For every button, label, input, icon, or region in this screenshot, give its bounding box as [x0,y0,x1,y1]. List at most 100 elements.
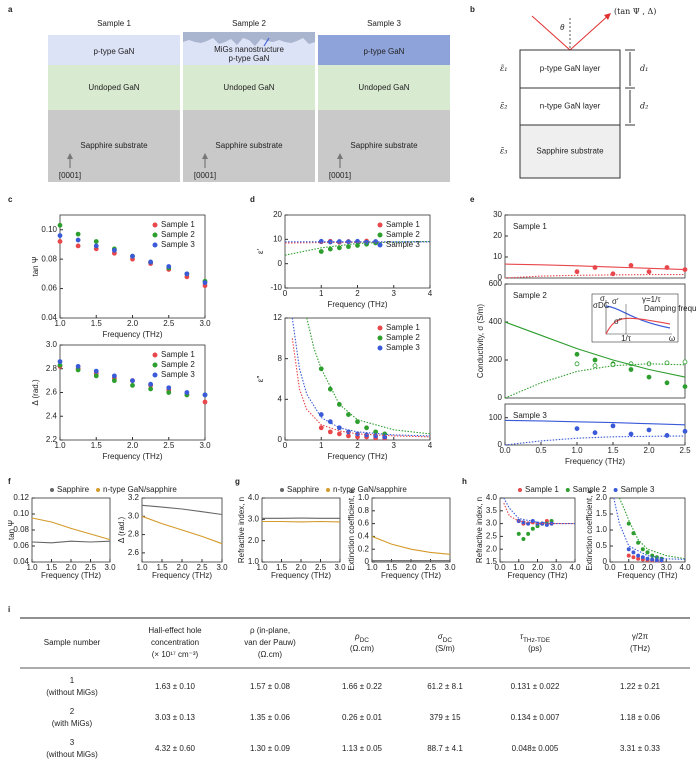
legend-label: Sample 1 [525,485,559,494]
table-header: τTHz-TDE [520,632,551,644]
table-cell: 88.7 ± 4.1 [427,744,463,753]
x-axis-label: Frequency (THz) [102,452,162,461]
data-point [664,433,670,438]
plot-frame [31,497,111,563]
y-tick-label: 20 [273,210,282,219]
data-point [148,386,154,392]
x-tick-label: 1.0 [54,441,66,450]
legend-label: Sample 1 [161,220,195,229]
table-header: van der Pauw) [244,638,296,647]
table-header: γ/2π [632,632,649,641]
data-point [318,425,324,431]
sample-title: Sample 2 [232,19,266,28]
y-tick-label: 30 [493,210,502,219]
y-tick-label: 0.6 [358,519,370,528]
legend-label: Sapphire [57,485,90,494]
data-point [327,429,333,435]
x-tick-label: 0.0 [494,563,506,572]
table-cell: 3.31 ± 0.33 [620,744,661,753]
x-tick-label: 2.0 [405,563,417,572]
x-tick-label: 1.5 [91,319,103,328]
layer-label: p-type GaN [229,54,270,63]
y-tick-label: 2.8 [128,530,140,539]
y-tick-label: 0 [498,273,503,282]
layer-label: Sapphire substrate [536,147,604,156]
table-cell: 1.66 ± 0.22 [342,682,383,691]
panel-label: d [250,195,255,204]
y-tick-label: 20 [493,231,502,240]
y-tick-label: 0.2 [358,544,370,553]
x-axis-label: Frequency (THz) [41,571,101,580]
x-tick-label: 3.0 [661,563,673,572]
ray-head [604,13,611,20]
data-point [516,531,521,536]
legend-marker [152,232,158,238]
data-line [504,363,686,399]
x-tick-label: 1.0 [623,563,635,572]
y-tick-label: 0.12 [13,493,29,502]
layer-label: Undoped GaN [358,83,409,92]
data-line [141,515,223,545]
legend-marker [152,352,158,358]
x-tick-label: 1.0 [54,319,66,328]
legend-label: n-type GaN/sapphire [103,485,177,494]
y-axis-label: Conductivity, σ (S/m) [476,304,485,378]
data-point [364,425,369,431]
x-tick-label: 0 [283,289,288,298]
data-point [75,231,81,237]
y-tick-label: 4 [278,394,283,403]
layer-label: Sapphire substrate [350,141,418,150]
x-tick-label: 2.0 [65,563,77,572]
data-point [636,540,641,545]
legend-label: Sapphire [287,485,320,494]
header-subscript: DC [443,637,453,644]
panel-label: b [470,5,475,14]
legend-marker [377,325,383,331]
legend-marker [377,242,383,248]
legend-marker [280,488,284,492]
data-line [31,517,111,541]
x-tick-label: 1.0 [136,563,148,572]
y-tick-label: 10 [273,234,282,243]
direction-arrowhead [67,153,73,159]
sample-title: Sample 1 [97,19,131,28]
y-tick-label: 1.0 [248,557,260,566]
thickness-label: d₂ [640,102,648,111]
y-tick-label: 0.10 [13,509,29,518]
direction-label: [0001] [329,171,351,180]
x-tick-label: 3.0 [199,441,211,450]
y-tick-label: 0 [365,557,370,566]
panel-label: f [8,477,11,486]
legend-marker [377,345,383,351]
data-point [636,553,641,558]
plot-frame [504,214,686,279]
table-header: (Ω.cm) [258,650,283,659]
data-line [504,263,686,271]
data-point [574,269,580,275]
y-axis-label: tan Ψ [7,520,16,540]
data-point [318,249,324,254]
layer-label: Sapphire substrate [215,141,283,150]
y-tick-label: 2.0 [596,493,608,502]
table-cell: 1.13 ± 0.05 [342,744,383,753]
x-tick-label: 2.0 [642,563,654,572]
x-tick-label: 1.0 [513,563,525,572]
legend-marker [96,488,101,492]
data-point [682,384,688,390]
table-cell: 379 ± 15 [429,713,461,722]
legend-marker [377,222,383,228]
incident-ray [531,15,571,51]
legend-marker [50,488,54,492]
data-point [202,399,208,405]
plot-frame [261,497,341,563]
p-layer [48,35,180,65]
y-tick-label: 400 [489,317,503,326]
table-cell: 1 [70,676,75,685]
y-axis-label: tan Ψ [31,256,40,276]
x-tick-label: 3 [392,289,397,298]
y-tick-label: 0 [603,557,608,566]
x-tick-label: 3.0 [334,563,346,572]
plot-frame [499,497,576,563]
thickness-label: d₁ [640,64,648,73]
